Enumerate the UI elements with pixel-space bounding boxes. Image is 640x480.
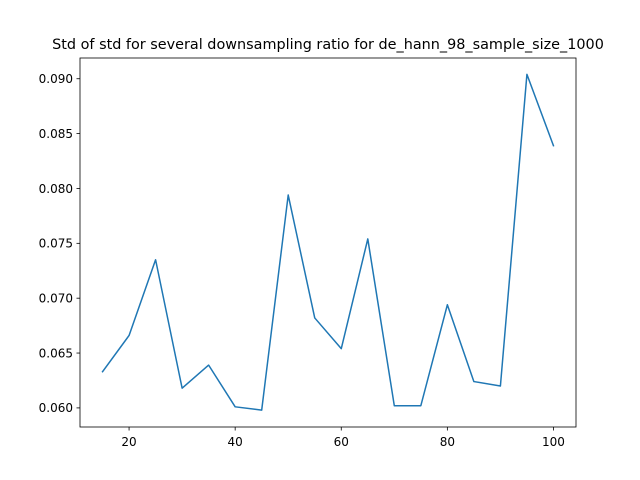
y-tick-label: 0.065 — [39, 346, 73, 360]
y-tick-label: 0.080 — [39, 182, 73, 196]
y-tick-label: 0.060 — [39, 401, 73, 415]
series-line — [101, 73, 555, 411]
x-tick-label: 20 — [121, 435, 136, 449]
x-tick-label: 100 — [542, 435, 565, 449]
y-tick-label: 0.070 — [39, 291, 73, 305]
y-axis: 0.060 0.065 0.070 0.075 0.080 0.085 0.090 — [39, 72, 80, 415]
x-axis: 20 40 60 80 100 — [121, 427, 565, 449]
y-tick-label: 0.085 — [39, 127, 73, 141]
chart-title: Std of std for several downsampling rati… — [52, 37, 604, 53]
x-tick-label: 60 — [334, 435, 349, 449]
y-tick-label: 0.090 — [39, 72, 73, 86]
x-tick-label: 40 — [228, 435, 243, 449]
y-tick-label: 0.075 — [39, 237, 73, 251]
plot-area-frame — [79, 57, 577, 428]
x-tick-label: 80 — [440, 435, 455, 449]
